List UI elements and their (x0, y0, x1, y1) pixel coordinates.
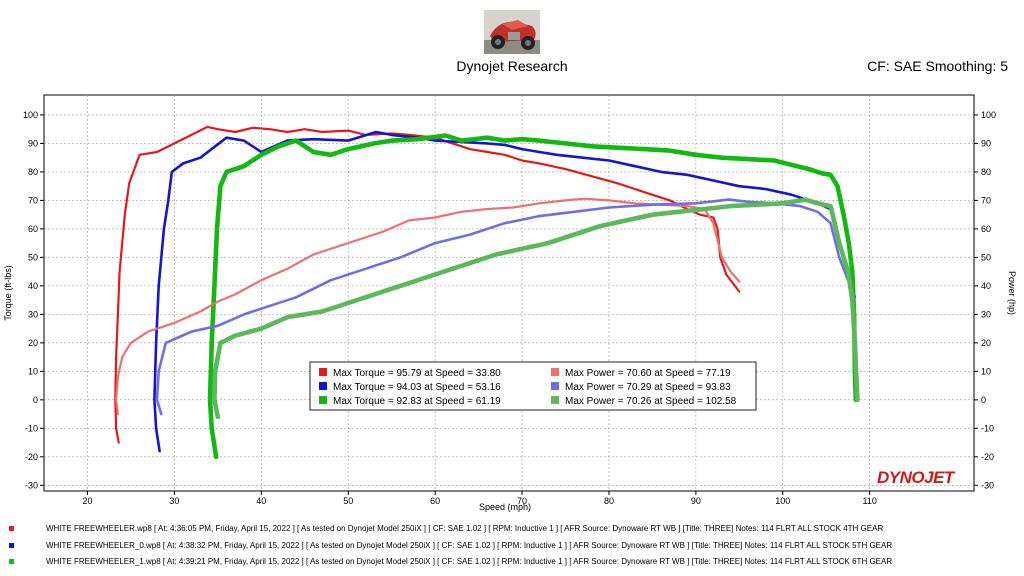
run-color-marker (9, 543, 14, 548)
run-note-1: WHITE FREEWHEELER.wp8 [ At: 4:36:05 PM, … (0, 524, 1024, 538)
torque-line-3 (207, 133, 859, 460)
left-tick-label: 80 (28, 167, 38, 177)
series-lines (114, 125, 860, 460)
legend-swatch (319, 396, 327, 404)
left-tick-label: 40 (28, 281, 38, 291)
run-note-2: WHITE FREEWHEELER_0.wp8 [ At: 4:38:32 PM… (0, 541, 1024, 555)
grid-lines (44, 95, 974, 491)
run-note-text: WHITE FREEWHEELER.wp8 [ At: 4:36:05 PM, … (46, 524, 884, 533)
left-axis-ticks: -30 -20 -10 0 10 20 30 40 50 60 70 80 90 100 (23, 110, 44, 490)
x-tick-label: 50 (343, 496, 353, 506)
run-note-text: WHITE FREEWHEELER_1.wp8 [ At: 4:39:21 PM… (46, 557, 893, 566)
left-tick-label: 60 (28, 224, 38, 234)
right-tick-label: 0 (981, 395, 986, 405)
right-tick-label: 100 (981, 110, 996, 120)
right-tick-label: 90 (981, 138, 991, 148)
left-tick-label: -20 (25, 452, 38, 462)
legend-torque-1: Max Torque = 95.79 at Speed = 33.80 (333, 368, 501, 379)
right-tick-label: 80 (981, 167, 991, 177)
legend-torque-2: Max Torque = 94.03 at Speed = 53.16 (333, 382, 501, 393)
left-tick-label: 10 (28, 366, 38, 376)
legend-swatch (551, 382, 559, 390)
right-tick-label: 20 (981, 338, 991, 348)
legend-power-3: Max Power = 70.26 at Speed = 102.58 (565, 396, 737, 407)
left-tick-label: 100 (23, 110, 38, 120)
left-tick-label: 20 (28, 338, 38, 348)
left-tick-label: 50 (28, 252, 38, 262)
motorcycle-photo (484, 10, 540, 54)
legend-swatch (551, 368, 559, 376)
x-tick-label: 90 (691, 496, 701, 506)
left-axis-label: Torque (ft-lbs) (3, 265, 13, 321)
legend-swatch (319, 368, 327, 376)
left-tick-label: -10 (25, 423, 38, 433)
power-line-1 (115, 197, 741, 416)
x-tick-label: 110 (863, 496, 877, 506)
left-tick-label: 90 (28, 138, 38, 148)
right-tick-label: -10 (981, 423, 994, 433)
power-line-2 (155, 198, 856, 416)
x-tick-label: 20 (82, 496, 92, 506)
legend-power-1: Max Power = 70.60 at Speed = 77.19 (565, 368, 731, 379)
legend: Max Torque = 95.79 at Speed = 33.80 Max … (309, 361, 757, 411)
x-tick-label: 70 (517, 496, 527, 506)
x-tick-label: 80 (604, 496, 614, 506)
legend-swatch (551, 396, 559, 404)
right-tick-label: -30 (981, 480, 994, 490)
correction-factor-label: CF: SAE Smoothing: 5 (867, 58, 1008, 74)
right-axis-ticks: -30 -20 -10 0 10 20 30 40 50 60 70 80 90 100 (974, 110, 996, 490)
right-tick-label: -20 (981, 452, 994, 462)
x-tick-label: 60 (430, 496, 440, 506)
right-axis-label: Power (hp) (1007, 271, 1017, 315)
left-tick-label: 70 (28, 195, 38, 205)
legend-torque-3: Max Torque = 92.83 at Speed = 61.19 (333, 396, 501, 407)
page-title: Dynojet Research (456, 58, 568, 74)
right-tick-label: 60 (981, 224, 991, 234)
run-color-marker (9, 526, 14, 531)
x-tick-label: 100 (775, 496, 790, 506)
dyno-chart: 20 30 40 50 60 70 80 90 100 110 -30-20-1001020304… (3, 94, 1017, 512)
run-note-text: WHITE FREEWHEELER_0.wp8 [ At: 4:38:32 PM… (46, 541, 893, 550)
power-line-3 (212, 197, 860, 420)
run-note-3: WHITE FREEWHEELER_1.wp8 [ At: 4:39:21 PM… (0, 557, 1024, 571)
x-tick-label: 40 (256, 496, 266, 506)
legend-swatch (319, 382, 327, 390)
right-tick-label: 50 (981, 252, 991, 262)
right-tick-label: 10 (981, 366, 991, 376)
dynojet-logo: DYNOJET (877, 468, 956, 487)
left-tick-label: 0 (33, 395, 38, 405)
x-axis-ticks: 20 30 40 50 60 70 80 90 100 110 (82, 491, 877, 506)
right-tick-label: 70 (981, 195, 991, 205)
plot-area (43, 94, 975, 492)
legend-power-2: Max Power = 70.29 at Speed = 93.83 (565, 382, 731, 393)
left-tick-label: 30 (28, 309, 38, 319)
right-tick-label: 40 (981, 281, 991, 291)
x-axis-label: Speed (mph) (479, 502, 531, 512)
x-tick-label: 30 (169, 496, 179, 506)
right-tick-label: 30 (981, 309, 991, 319)
left-tick-label: -30 (25, 480, 38, 490)
run-color-marker (9, 559, 14, 564)
